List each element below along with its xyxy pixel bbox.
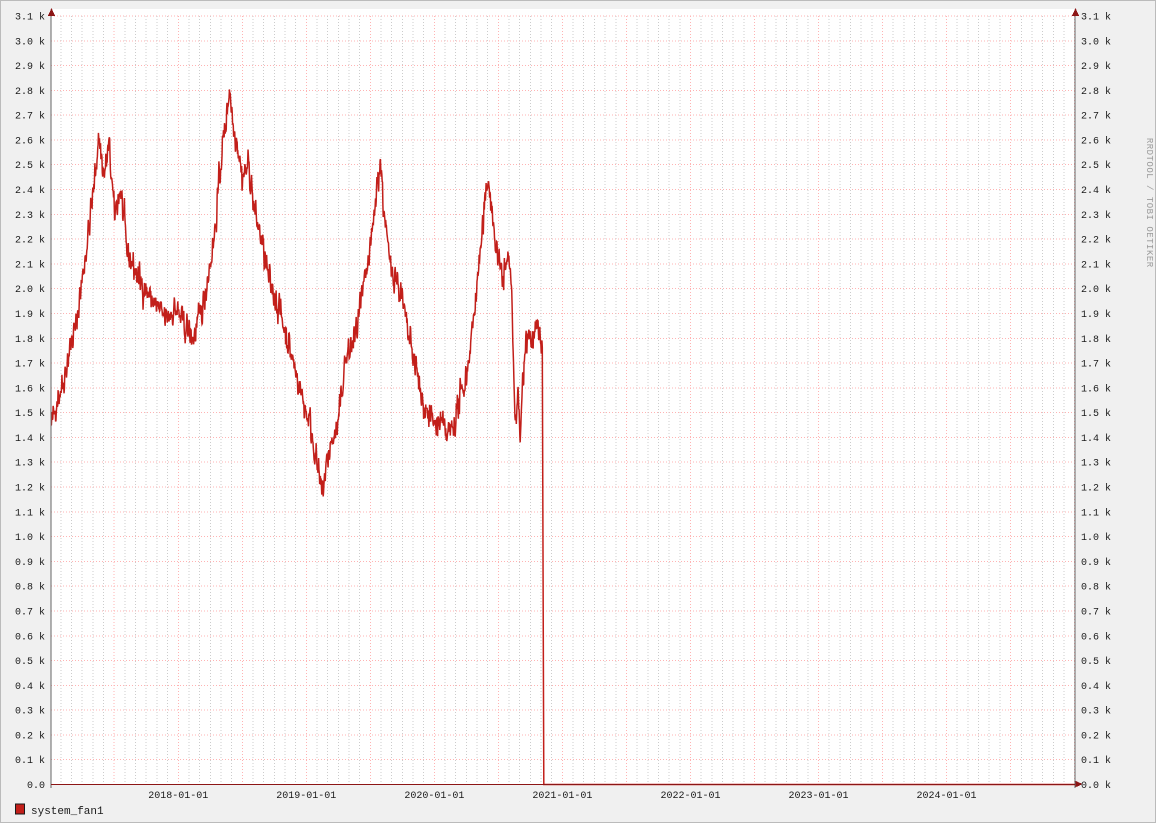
svg-text:0.2 k: 0.2 k [1081, 730, 1111, 742]
svg-text:1.0 k: 1.0 k [1081, 532, 1111, 544]
svg-text:2.9 k: 2.9 k [1081, 61, 1111, 73]
svg-text:0.3 k: 0.3 k [15, 706, 45, 718]
svg-text:2.0 k: 2.0 k [1081, 284, 1111, 296]
svg-text:2024-01-01: 2024-01-01 [917, 791, 977, 802]
svg-text:0.8 k: 0.8 k [1081, 582, 1111, 594]
svg-text:1.3 k: 1.3 k [1081, 458, 1111, 470]
svg-text:1.4 k: 1.4 k [1081, 433, 1111, 445]
svg-text:1.3 k: 1.3 k [15, 458, 45, 470]
svg-text:system_fan1: system_fan1 [31, 806, 104, 818]
svg-text:2.6 k: 2.6 k [15, 135, 45, 147]
svg-text:2.8 k: 2.8 k [1081, 86, 1111, 98]
svg-text:RRDTOOL / TOBI OETIKER: RRDTOOL / TOBI OETIKER [1144, 138, 1154, 268]
svg-text:2.6 k: 2.6 k [1081, 135, 1111, 147]
svg-text:0.0: 0.0 [27, 781, 45, 792]
svg-text:2.0 k: 2.0 k [15, 284, 45, 296]
svg-text:3.0 k: 3.0 k [15, 36, 45, 48]
svg-text:1.5 k: 1.5 k [15, 408, 45, 420]
svg-text:0.4 k: 0.4 k [15, 681, 45, 693]
svg-text:1.9 k: 1.9 k [15, 309, 45, 321]
svg-text:0.5 k: 0.5 k [1081, 656, 1111, 668]
svg-text:2.7 k: 2.7 k [1081, 111, 1111, 123]
svg-text:2018-01-01: 2018-01-01 [148, 791, 208, 802]
svg-text:0.1 k: 0.1 k [15, 755, 45, 767]
svg-text:0.7 k: 0.7 k [15, 606, 45, 618]
svg-text:1.7 k: 1.7 k [15, 359, 45, 371]
svg-text:1.6 k: 1.6 k [1081, 383, 1111, 395]
svg-text:2021-01-01: 2021-01-01 [532, 791, 592, 802]
svg-text:2023-01-01: 2023-01-01 [788, 791, 848, 802]
svg-text:1.1 k: 1.1 k [15, 507, 45, 519]
svg-text:2.7 k: 2.7 k [15, 111, 45, 123]
svg-text:0.1 k: 0.1 k [1081, 755, 1111, 767]
svg-text:2.9 k: 2.9 k [15, 61, 45, 73]
svg-text:0.6 k: 0.6 k [15, 631, 45, 643]
svg-text:1.7 k: 1.7 k [1081, 359, 1111, 371]
svg-text:0.0 k: 0.0 k [1081, 780, 1111, 792]
svg-text:0.4 k: 0.4 k [1081, 681, 1111, 693]
svg-text:1.8 k: 1.8 k [1081, 334, 1111, 346]
svg-text:2.3 k: 2.3 k [15, 210, 45, 222]
svg-text:1.5 k: 1.5 k [1081, 408, 1111, 420]
svg-text:0.9 k: 0.9 k [15, 557, 45, 569]
svg-text:0.7 k: 0.7 k [1081, 606, 1111, 618]
svg-text:1.2 k: 1.2 k [15, 483, 45, 495]
svg-text:0.6 k: 0.6 k [1081, 631, 1111, 643]
svg-text:1.6 k: 1.6 k [15, 383, 45, 395]
svg-text:2022-01-01: 2022-01-01 [660, 791, 720, 802]
svg-text:1.2 k: 1.2 k [1081, 483, 1111, 495]
svg-text:0.5 k: 0.5 k [15, 656, 45, 668]
svg-text:0.2 k: 0.2 k [15, 730, 45, 742]
svg-text:2.1 k: 2.1 k [1081, 259, 1111, 271]
svg-text:1.0 k: 1.0 k [15, 532, 45, 544]
svg-text:2.2 k: 2.2 k [1081, 235, 1111, 247]
svg-text:0.9 k: 0.9 k [1081, 557, 1111, 569]
svg-text:1.1 k: 1.1 k [1081, 507, 1111, 519]
svg-text:3.1 k: 3.1 k [15, 12, 45, 24]
svg-text:2.5 k: 2.5 k [15, 160, 45, 172]
svg-text:1.9 k: 1.9 k [1081, 309, 1111, 321]
svg-text:3.0 k: 3.0 k [1081, 36, 1111, 48]
svg-text:0.8 k: 0.8 k [15, 582, 45, 594]
svg-text:2019-01-01: 2019-01-01 [276, 791, 336, 802]
svg-text:1.8 k: 1.8 k [15, 334, 45, 346]
svg-text:2.1 k: 2.1 k [15, 259, 45, 271]
svg-text:2.4 k: 2.4 k [15, 185, 45, 197]
svg-text:2020-01-01: 2020-01-01 [404, 791, 464, 802]
svg-text:3.1 k: 3.1 k [1081, 12, 1111, 24]
svg-text:2.2 k: 2.2 k [15, 235, 45, 247]
svg-text:2.4 k: 2.4 k [1081, 185, 1111, 197]
svg-text:0.3 k: 0.3 k [1081, 706, 1111, 718]
svg-text:2.3 k: 2.3 k [1081, 210, 1111, 222]
svg-text:2.8 k: 2.8 k [15, 86, 45, 98]
svg-text:1.4 k: 1.4 k [15, 433, 45, 445]
svg-text:2.5 k: 2.5 k [1081, 160, 1111, 172]
